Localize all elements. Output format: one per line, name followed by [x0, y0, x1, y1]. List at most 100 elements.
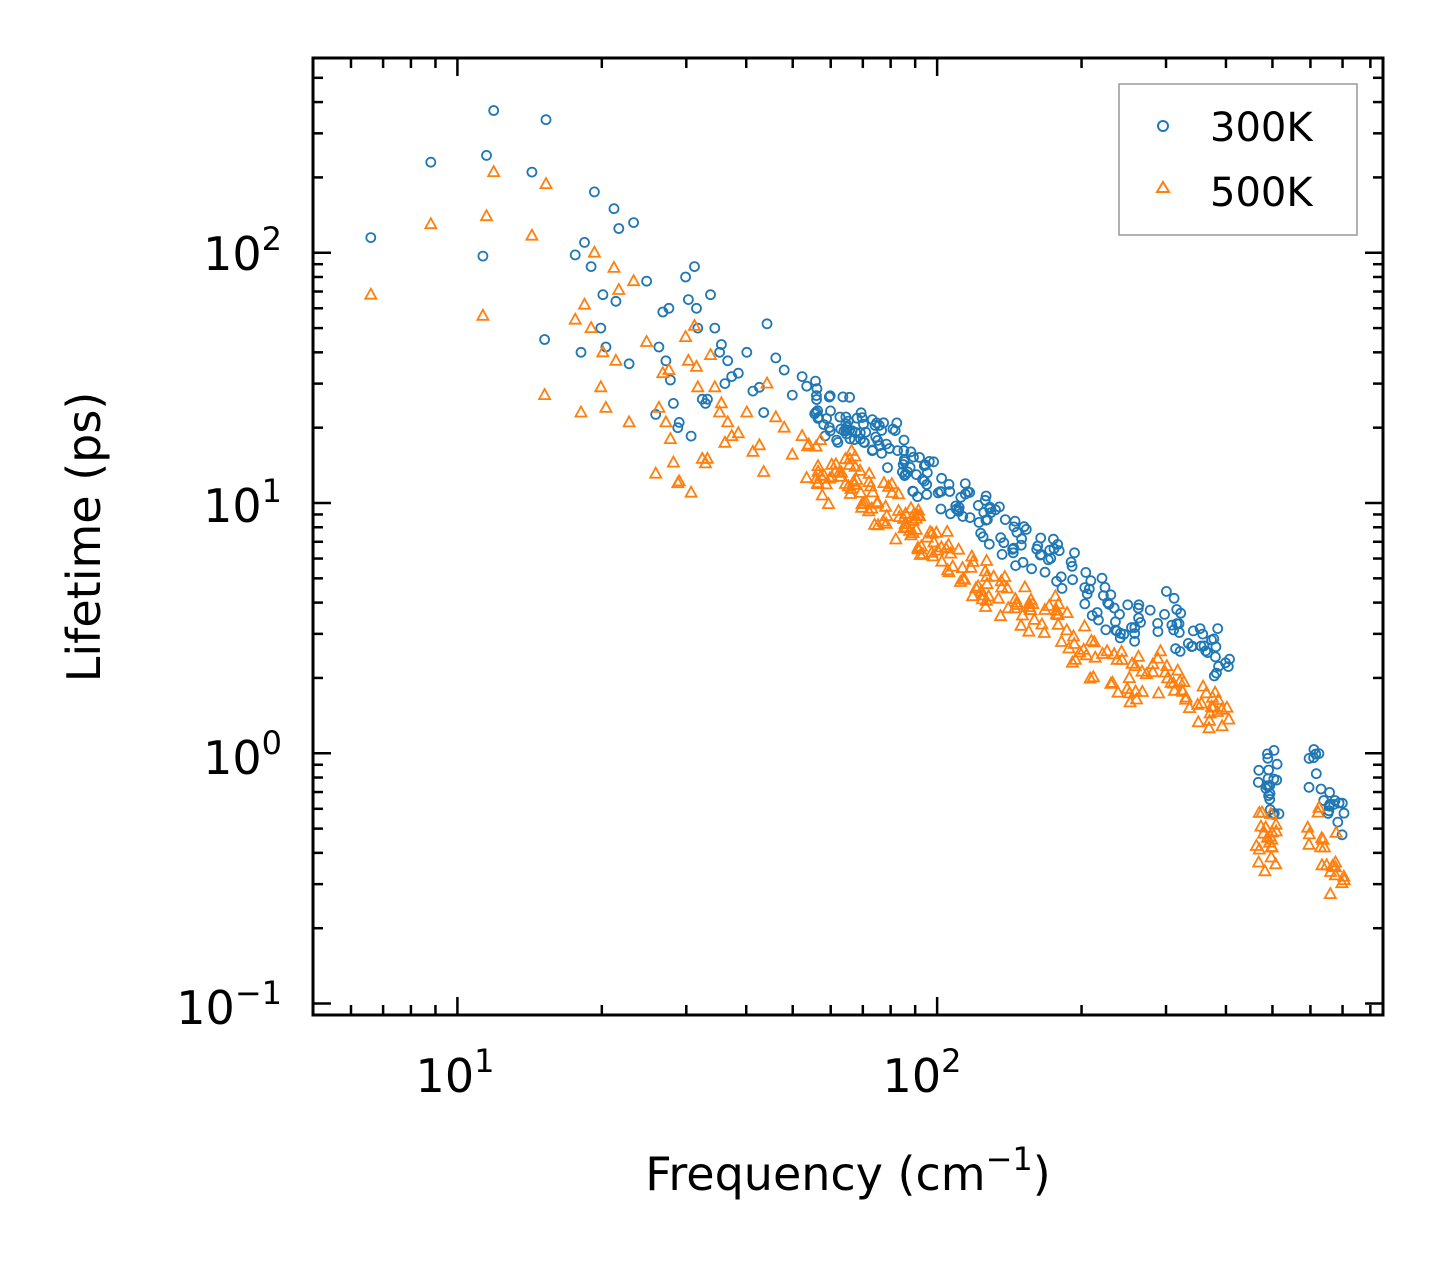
point-500k-77: [1021, 623, 1036, 637]
point-500k-78: [1051, 617, 1066, 630]
point-300k-92: [1264, 788, 1276, 799]
point-500k-95: [1334, 875, 1349, 889]
point-300k-73: [977, 531, 989, 543]
point-500k-72: [955, 560, 970, 573]
point-500k-52: [759, 375, 775, 389]
point-300k-69: [921, 489, 933, 500]
point-300k-8: [569, 249, 581, 261]
point-300k-69: [923, 455, 935, 467]
point-500k-89: [1211, 692, 1226, 705]
point-500k-81: [1088, 649, 1103, 663]
point-500k-60: [834, 465, 849, 478]
point-300k-74: [983, 538, 995, 550]
point-500k-64: [881, 478, 896, 492]
point-500k-91: [1263, 806, 1278, 819]
point-300k-65: [876, 447, 888, 459]
point-500k-58: [813, 468, 829, 481]
point-300k-65: [889, 425, 901, 437]
point-300k-59: [824, 422, 835, 433]
point-300k-93: [1310, 768, 1322, 780]
point-300k-53: [770, 352, 782, 364]
point-300k-32: [683, 294, 694, 306]
point-500k-94: [1317, 839, 1332, 853]
point-500k-76: [1013, 617, 1029, 631]
point-300k-76: [1015, 539, 1027, 551]
point-300k-95: [1338, 807, 1350, 819]
point-500k-95: [1328, 867, 1343, 881]
point-500k-69: [926, 534, 941, 548]
point-500k-88: [1201, 720, 1217, 734]
point-300k-89: [1208, 670, 1220, 682]
point-500k-81: [1095, 646, 1110, 659]
point-500k-61: [848, 459, 863, 472]
point-500k-94: [1314, 857, 1330, 871]
point-300k-84: [1133, 599, 1145, 611]
point-300k-89: [1210, 651, 1221, 663]
point-500k-87: [1194, 695, 1209, 709]
point-300k-70: [932, 487, 944, 499]
point-500k-83: [1122, 670, 1137, 683]
point-300k-65: [881, 438, 892, 450]
point-500k-70: [934, 553, 949, 567]
point-300k-70: [935, 503, 947, 515]
point-500k-69: [915, 546, 931, 560]
point-500k-80: [1072, 644, 1087, 658]
point-300k-94: [1315, 783, 1327, 795]
point-500k-73: [978, 563, 993, 577]
point-500k-79: [1054, 634, 1069, 647]
point-500k-92: [1256, 825, 1271, 839]
point-300k-87: [1182, 638, 1194, 649]
y-tick-label-10: 101: [203, 472, 282, 533]
point-300k-57: [811, 383, 823, 395]
point-500k-53: [768, 409, 783, 423]
point-500k-95: [1328, 859, 1343, 873]
point-300k-81: [1093, 614, 1104, 626]
point-300k-89: [1211, 667, 1222, 679]
point-300k-34: [689, 261, 700, 273]
legend-marker-300k: [1157, 120, 1169, 132]
point-300k-88: [1200, 645, 1212, 657]
point-500k-71: [943, 545, 958, 559]
point-300k-84: [1135, 617, 1146, 628]
point-500k-58: [810, 458, 826, 472]
point-500k-71: [940, 562, 955, 576]
point-300k-78: [1039, 566, 1051, 578]
point-500k-48: [739, 404, 754, 418]
point-500k-87: [1196, 678, 1211, 692]
point-300k-88: [1197, 628, 1209, 640]
point-300k-75: [1009, 515, 1021, 527]
point-300k-30: [673, 416, 685, 428]
point-300k-79: [1065, 556, 1077, 568]
point-300k-0: [365, 232, 377, 244]
point-300k-77: [1034, 549, 1046, 561]
point-300k-23: [653, 341, 665, 353]
point-300k-84: [1144, 604, 1156, 616]
point-300k-7: [540, 114, 552, 126]
point-300k-80: [1080, 567, 1092, 578]
point-500k-14: [595, 344, 610, 358]
point-500k-83: [1120, 681, 1135, 694]
point-500k-70: [940, 524, 955, 537]
point-500k-63: [870, 517, 886, 531]
point-500k-70: [945, 558, 960, 572]
point-500k-70: [930, 542, 945, 556]
point-500k-84: [1145, 664, 1160, 678]
point-500k-82: [1110, 684, 1126, 698]
point-300k-39: [702, 393, 713, 405]
point-300k-72: [962, 486, 974, 498]
point-300k-40: [705, 289, 716, 301]
point-500k-43: [714, 395, 729, 409]
point-300k-85: [1161, 586, 1172, 597]
point-300k-58: [811, 394, 822, 405]
point-500k-7: [538, 176, 554, 190]
point-300k-27: [665, 374, 676, 386]
y-tick-label-100: 102: [203, 220, 282, 281]
point-300k-74: [984, 503, 996, 515]
point-300k-43: [716, 339, 727, 350]
point-300k-60: [834, 411, 846, 423]
point-300k-69: [921, 479, 933, 490]
point-500k-22: [648, 465, 663, 479]
point-300k-81: [1096, 572, 1108, 584]
point-300k-58: [812, 412, 824, 424]
point-500k-58: [810, 475, 825, 488]
